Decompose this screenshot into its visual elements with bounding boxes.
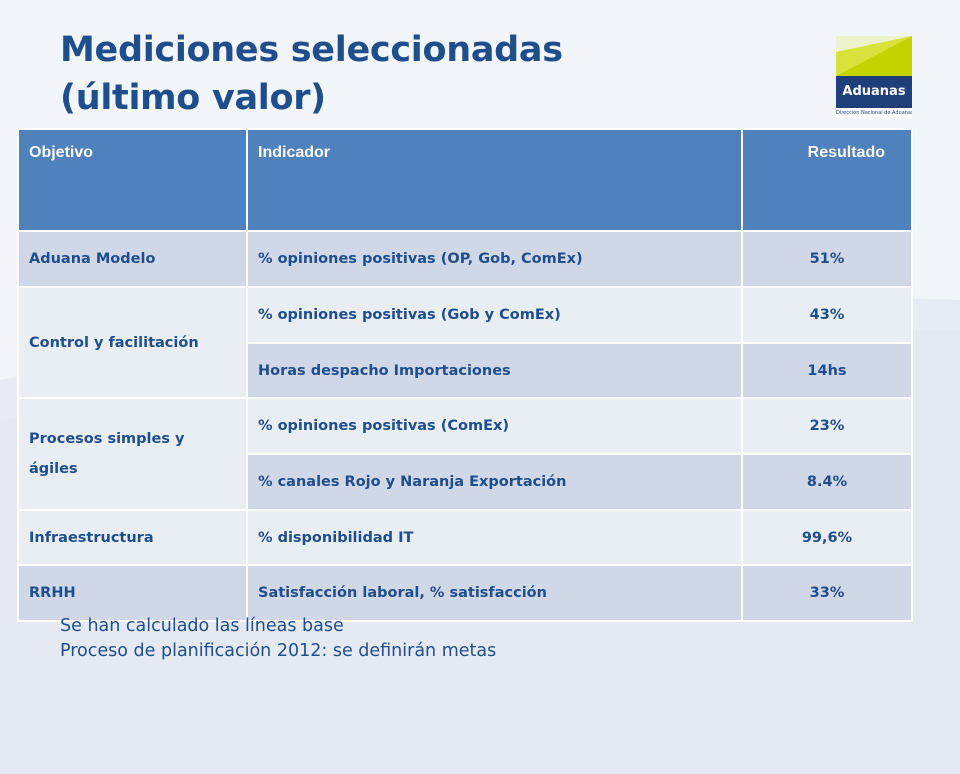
- result-cell: 14hs: [741, 342, 913, 399]
- objective-cell: Procesos simples y ágiles: [17, 397, 248, 511]
- table-header-row: Objetivo Indicador Resultado: [17, 128, 913, 232]
- indicator-cell: % disponibilidad IT: [246, 509, 743, 566]
- table-row: Aduana Modelo % opiniones positivas (OP,…: [17, 230, 913, 288]
- table-row: Infraestructura % disponibilidad IT 99,6…: [17, 509, 913, 566]
- objective-cell: RRHH: [17, 564, 248, 622]
- page-title: Mediciones seleccionadas (último valor): [60, 26, 760, 122]
- result-cell: 99,6%: [741, 509, 913, 566]
- table-row: Control y facilitación % opiniones posit…: [17, 286, 913, 399]
- result-cell: 8.4%: [741, 453, 913, 511]
- header-objetivo: Objetivo: [17, 128, 248, 232]
- indicator-cell: % canales Rojo y Naranja Exportación: [246, 453, 743, 511]
- indicator-cell: Horas despacho Importaciones: [246, 342, 743, 399]
- table-row: Procesos simples y ágiles % opiniones po…: [17, 397, 913, 511]
- header-indicador: Indicador: [246, 128, 743, 232]
- logo-emblem: [836, 36, 912, 76]
- objective-cell: Aduana Modelo: [17, 230, 248, 288]
- header-resultado: Resultado: [741, 128, 913, 232]
- table-row: RRHH Satisfacción laboral, % satisfacció…: [17, 564, 913, 622]
- indicator-cell: % opiniones positivas (Gob y ComEx): [246, 286, 743, 344]
- table-row: % canales Rojo y Naranja Exportación 8.4…: [18, 453, 913, 511]
- table-row: Horas despacho Importaciones 14hs: [18, 342, 913, 399]
- indicator-cell: % opiniones positivas (OP, Gob, ComEx): [246, 230, 743, 288]
- objective-cell: Control y facilitación: [17, 286, 248, 399]
- indicator-cell: Satisfacción laboral, % satisfacción: [246, 564, 743, 622]
- objective-cell: Infraestructura: [17, 509, 248, 566]
- aduanas-logo: Aduanas Dirección Nacional de Aduanas: [836, 36, 912, 118]
- logo-name: Aduanas: [836, 76, 912, 108]
- notes: Se han calculado las líneas base Proceso…: [60, 614, 496, 664]
- indicator-cell: % opiniones positivas (ComEx): [246, 397, 743, 455]
- result-cell: 33%: [741, 564, 913, 622]
- note-line: Se han calculado las líneas base: [60, 616, 344, 636]
- result-cell: 23%: [741, 397, 913, 455]
- measures-table: Objetivo Indicador Resultado Aduana Mode…: [17, 128, 913, 622]
- logo-subtitle: Dirección Nacional de Aduanas: [836, 108, 912, 118]
- title-line-1: Mediciones seleccionadas: [60, 30, 563, 70]
- title-line-2: (último valor): [60, 78, 326, 118]
- result-cell: 51%: [741, 230, 913, 288]
- note-line: Proceso de planificación 2012: se defini…: [60, 641, 497, 661]
- result-cell: 43%: [741, 286, 913, 344]
